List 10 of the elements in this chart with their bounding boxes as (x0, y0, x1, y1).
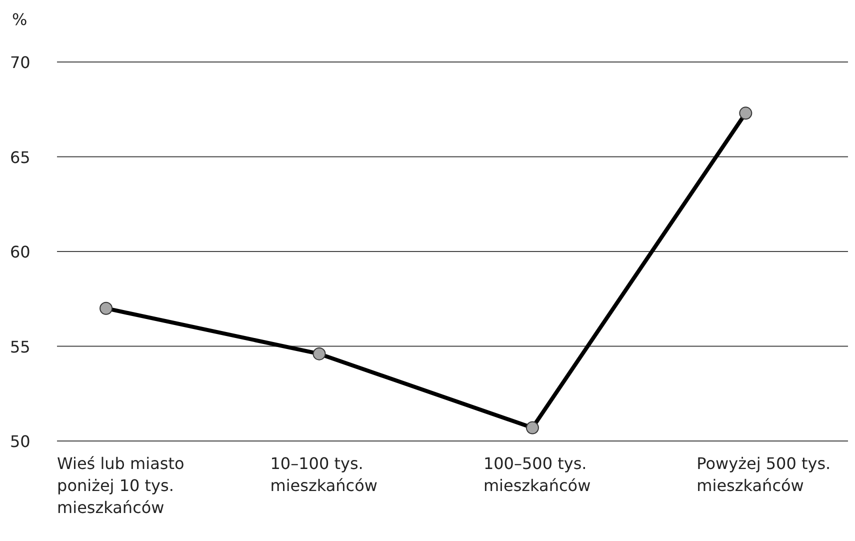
x-tick-label: 100–500 tys. mieszkańców (483, 454, 591, 495)
x-tick-label: Wieś lub miasto poniżej 10 tys. mieszkańców (57, 454, 184, 517)
x-tick-label: Powyżej 500 tys. mieszkańców (696, 454, 831, 495)
y-tick-label: 55 (10, 337, 30, 356)
y-tick-label: 70 (10, 53, 30, 72)
y-tick-label: 60 (10, 242, 30, 262)
y-axis-title: % (12, 10, 28, 29)
x-tick-label: 10–100 tys. mieszkańców (270, 454, 378, 495)
y-tick-label: 65 (10, 148, 30, 167)
y-tick-label: 50 (10, 432, 30, 451)
